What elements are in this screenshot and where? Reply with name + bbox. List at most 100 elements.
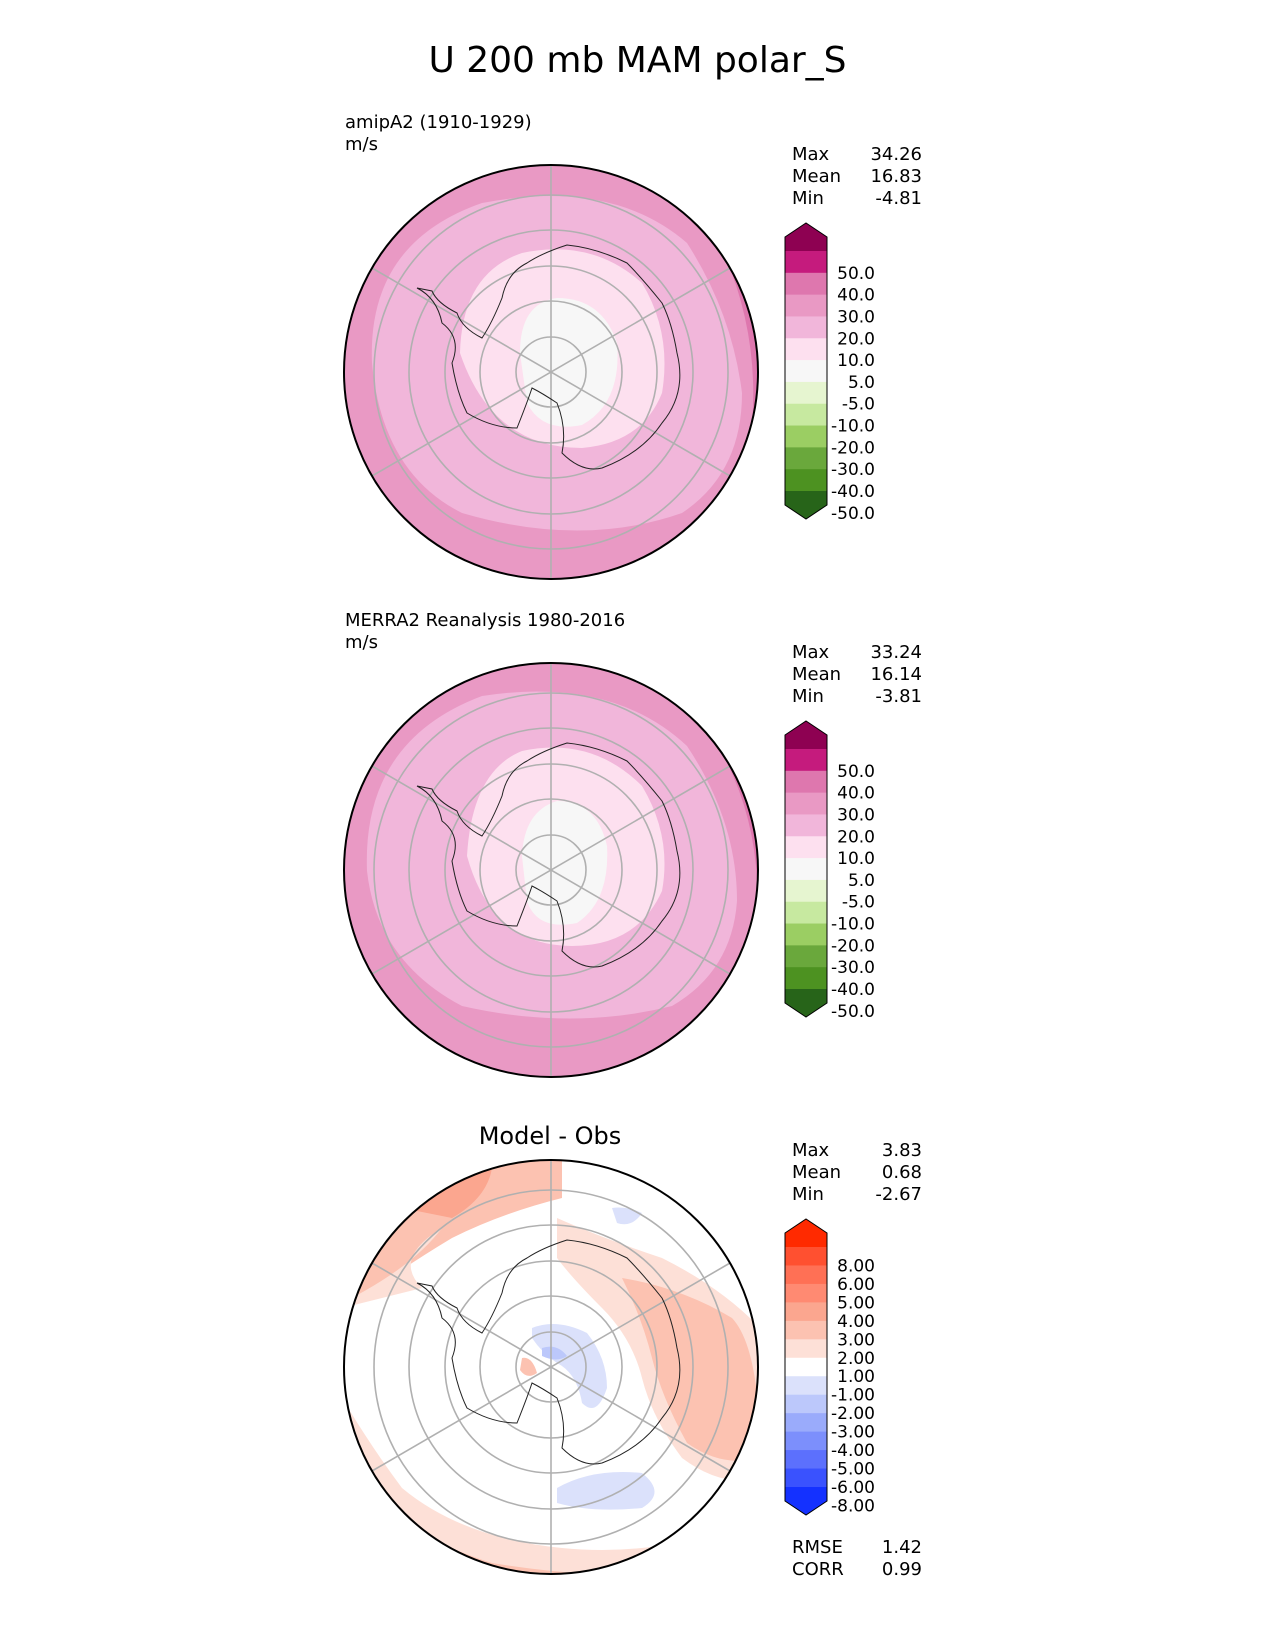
colorbar-tick-label: 30.0: [837, 805, 875, 825]
panel1-colorbar: 50.040.030.020.010.05.0-5.0-10.0-20.0-30…: [784, 222, 875, 524]
panel3-extra-stats: RMSE 1.42 CORR 0.99: [792, 1537, 922, 1581]
stat-name: RMSE: [792, 1537, 843, 1558]
colorbar-swatch: [785, 381, 827, 405]
colorbar-tick-label: 30.0: [837, 307, 875, 327]
stat-name: Min: [792, 188, 824, 209]
colorbar-tick-label: -10.0: [831, 417, 875, 437]
colorbar-swatch: [785, 945, 827, 968]
panel2-label: MERRA2 Reanalysis 1980-2016 m/s: [345, 610, 626, 653]
colorbar-tick-label: -50.0: [831, 504, 875, 524]
colorbar-tick-label: 50.0: [837, 762, 875, 782]
stat-name: Min: [792, 686, 824, 707]
colorbar-tick-label: 20.0: [837, 329, 875, 349]
colorbar-swatch: [785, 360, 827, 383]
stat-name: Max: [792, 642, 830, 663]
stat-value: -3.81: [875, 686, 922, 707]
stat-value: -4.81: [875, 188, 922, 209]
stat-name: CORR: [792, 1559, 844, 1580]
colorbar-swatch: [785, 836, 827, 859]
colorbar-tick-label: -1.00: [831, 1386, 875, 1406]
panel3-stats: Max 3.83 Mean 0.68 Min -2.67: [792, 1140, 922, 1206]
colorbar-tick-label: 5.0: [848, 871, 875, 891]
colorbar-outline: [784, 1218, 828, 1516]
colorbar-swatch: [785, 1247, 827, 1266]
stat-name: Mean: [792, 1162, 842, 1183]
colorbar-outline: [784, 222, 828, 520]
colorbar-tick-label: -10.0: [831, 915, 875, 935]
colorbar-swatch: [785, 1431, 827, 1451]
stat-name: Mean: [792, 664, 842, 685]
panel2-stats: Max 33.24 Mean 16.14 Min -3.81: [792, 642, 922, 708]
colorbar-swatch: [785, 1468, 827, 1488]
colorbar-swatch: [785, 469, 827, 492]
colorbar-tick-label: 40.0: [837, 286, 875, 306]
panel3-colorbar: 8.006.005.004.003.002.001.00-1.00-2.00-3…: [784, 1218, 875, 1516]
colorbar-tick-label: 50.0: [837, 264, 875, 284]
colorbar-tick-label: -5.0: [842, 893, 875, 913]
panel1-label: amipA2 (1910-1929) m/s: [345, 112, 532, 155]
colorbar-bottom-extend: [785, 491, 827, 519]
colorbar-swatch: [785, 425, 827, 448]
panel3-polar-map: [343, 1159, 759, 1575]
panel2-colorbar: 50.040.030.020.010.05.0-5.0-10.0-20.0-30…: [784, 720, 875, 1022]
colorbar-tick-label: 2.00: [837, 1349, 875, 1369]
colorbar-tick-label: 5.00: [837, 1293, 875, 1313]
colorbar-swatch: [785, 770, 827, 794]
colorbar-tick-label: 8.00: [837, 1256, 875, 1276]
colorbar-tick-label: -30.0: [831, 460, 875, 480]
colorbar-tick-label: 10.0: [837, 351, 875, 371]
colorbar-swatch: [785, 316, 827, 339]
stat-value: -2.67: [875, 1184, 922, 1205]
panel2-polar-map: [343, 662, 759, 1078]
colorbar-tick-label: -3.00: [831, 1423, 875, 1443]
colorbar-swatch: [785, 251, 827, 274]
colorbar-tick-label: -5.0: [842, 395, 875, 415]
panel1-stats: Max 34.26 Mean 16.83 Min -4.81: [792, 144, 922, 210]
colorbar-tick-label: 3.00: [837, 1330, 875, 1350]
stat-value: 33.24: [870, 642, 922, 663]
stat-value: 16.83: [870, 166, 922, 187]
colorbar-tick-label: -20.0: [831, 438, 875, 458]
stat-name: Max: [792, 1140, 830, 1161]
colorbar-swatch: [785, 338, 827, 361]
colorbar-swatch: [785, 1413, 827, 1433]
colorbar-tick-label: 5.0: [848, 373, 875, 393]
stat-value: 34.26: [870, 144, 922, 165]
colorbar-top-extend: [785, 1219, 827, 1247]
colorbar-tick-label: -40.0: [831, 980, 875, 1000]
stat-name: Max: [792, 144, 830, 165]
colorbar-tick-label: -5.00: [831, 1460, 875, 1480]
colorbar-swatch: [785, 1339, 827, 1359]
stat-value: 0.68: [881, 1162, 922, 1183]
colorbar-bottom-extend: [785, 989, 827, 1017]
colorbar-swatch: [785, 1265, 827, 1285]
stat-value: 1.42: [881, 1537, 922, 1558]
colorbar-tick-label: -2.00: [831, 1404, 875, 1424]
colorbar-bottom-extend: [785, 1487, 827, 1515]
colorbar-swatch: [785, 294, 827, 317]
stat-value: 16.14: [870, 664, 922, 685]
colorbar-top-extend: [785, 223, 827, 251]
panel3-title: Model - Obs: [478, 1122, 622, 1150]
colorbar-tick-label: -20.0: [831, 936, 875, 956]
colorbar-swatch: [785, 923, 827, 946]
colorbar-swatch: [785, 403, 827, 427]
colorbar-swatch: [785, 447, 827, 470]
colorbar-swatch: [785, 901, 827, 925]
colorbar-tick-label: 1.00: [837, 1367, 875, 1387]
stat-value: 3.83: [881, 1140, 922, 1161]
colorbar-swatch: [785, 858, 827, 881]
colorbar-swatch: [785, 1302, 827, 1322]
colorbar-swatch: [785, 1283, 827, 1303]
colorbar-swatch: [785, 749, 827, 772]
colorbar-swatch: [785, 1376, 827, 1396]
colorbar-tick-label: 40.0: [837, 784, 875, 804]
colorbar-tick-label: 4.00: [837, 1312, 875, 1332]
colorbar-tick-label: -30.0: [831, 958, 875, 978]
figure-title: U 200 mb MAM polar_S: [428, 40, 847, 81]
colorbar-swatch: [785, 814, 827, 837]
colorbar-tick-label: 6.00: [837, 1275, 875, 1295]
stat-value: 0.99: [881, 1559, 922, 1580]
colorbar-tick-label: -40.0: [831, 482, 875, 502]
colorbar-tick-label: -8.00: [831, 1496, 875, 1516]
